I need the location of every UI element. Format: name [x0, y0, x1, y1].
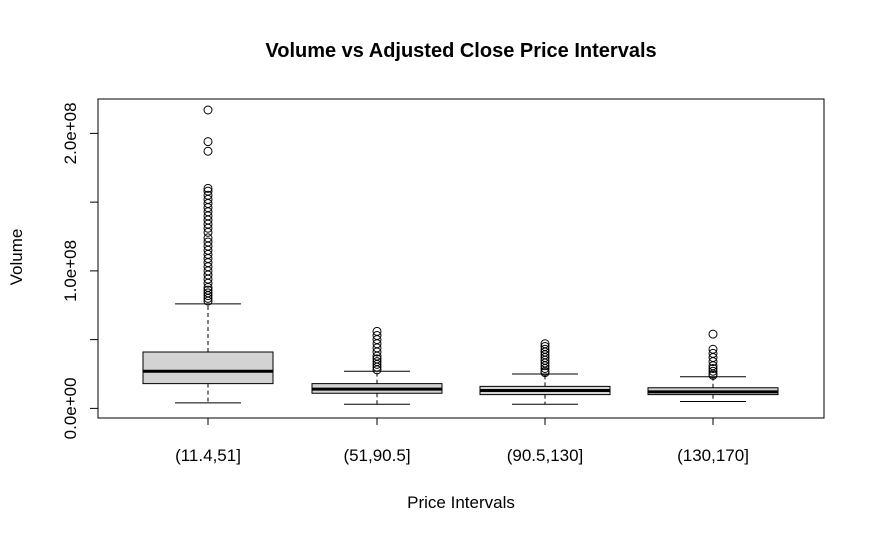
outlier-point: [203, 227, 213, 237]
plot-layer: 0.0e+00 1.0e+08 2.0e+08 (11.4,51] (51,90.5] (…: [61, 98, 825, 465]
outlier-point: [203, 105, 213, 115]
outlier-point: [708, 370, 718, 380]
y-tick-label: 0.0e+00: [61, 377, 80, 439]
outlier-point: [203, 291, 213, 301]
outlier-point: [203, 293, 213, 303]
outlier-point: [372, 359, 382, 369]
outlier-point: [540, 361, 550, 371]
outlier-point: [540, 364, 550, 373]
outlier-point: [203, 146, 213, 156]
outlier-point: [372, 347, 382, 357]
box-iqr: [142, 351, 274, 385]
outlier-point: [708, 366, 718, 376]
outlier-point: [203, 137, 213, 147]
outlier-point: [708, 364, 718, 373]
y-tick-label: 2.0e+08: [61, 102, 80, 164]
outlier-point: [203, 296, 213, 306]
outlier-point: [372, 362, 382, 372]
x-tick-label: (51,90.5]: [343, 446, 410, 465]
y-tick-label: 1.0e+08: [61, 240, 80, 302]
x-axis-label: Price Intervals: [407, 493, 515, 512]
chart-title: Volume vs Adjusted Close Price Intervals: [265, 40, 656, 62]
x-tick-label: (130,170]: [677, 446, 749, 465]
outlier-point: [203, 223, 213, 233]
outlier-point: [708, 329, 718, 339]
outlier-point: [372, 365, 382, 375]
outlier-point: [708, 357, 718, 367]
outlier-point: [203, 278, 213, 288]
x-tick-label: (11.4,51]: [175, 446, 241, 465]
x-tick-label: (90.5,130]: [507, 446, 584, 465]
outlier-point: [540, 368, 550, 378]
y-axis-label: Volume: [7, 229, 26, 286]
outlier-point: [203, 183, 213, 193]
